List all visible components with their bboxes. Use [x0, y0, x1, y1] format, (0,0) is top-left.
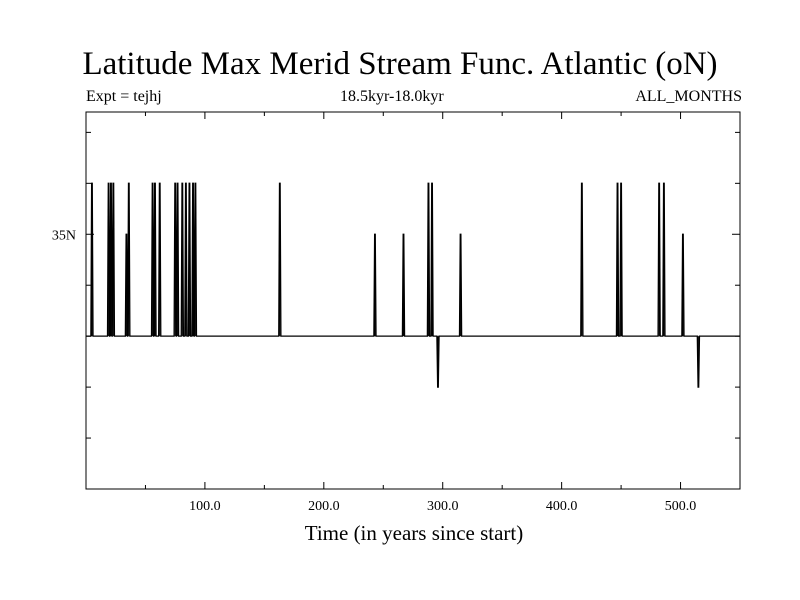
- time-range-label: 18.5kyr-18.0kyr: [340, 88, 444, 105]
- experiment-label: Expt = tejhj: [86, 88, 162, 105]
- x-tick-label: 500.0: [665, 499, 697, 514]
- x-tick-label: 200.0: [308, 499, 340, 514]
- series-line: [86, 182, 740, 388]
- months-label: ALL_MONTHS: [635, 88, 742, 105]
- x-tick-label: 100.0: [189, 499, 221, 514]
- axes-frame: [85, 111, 741, 490]
- x-axis-label: Time (in years since start): [304, 521, 524, 545]
- x-tick-label: 300.0: [427, 499, 459, 514]
- x-tick-label: 400.0: [546, 499, 578, 514]
- chart-title: Latitude Max Merid Stream Func. Atlantic…: [82, 46, 718, 82]
- y-tick-label: 35N: [52, 228, 76, 243]
